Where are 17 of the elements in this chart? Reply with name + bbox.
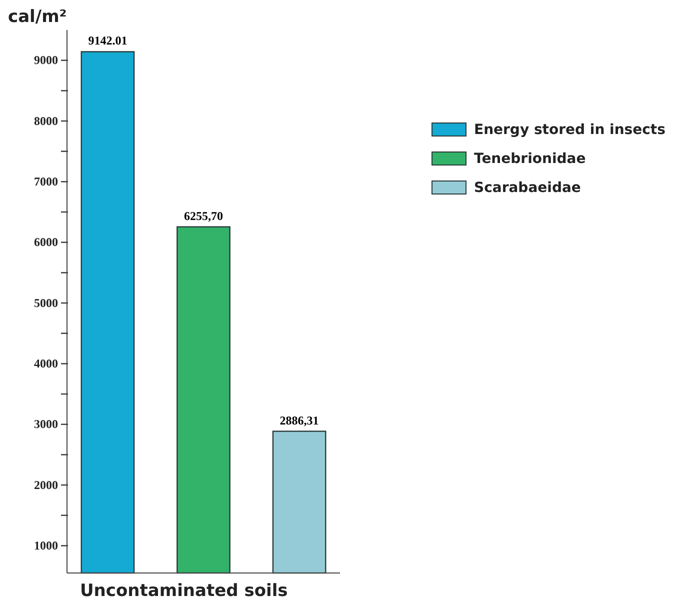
y-tick-label: 5000: [34, 296, 58, 310]
y-tick-label: 1000: [34, 538, 58, 553]
y-tick-label: 4000: [34, 356, 58, 371]
y-axis-title: cal/m²: [8, 7, 67, 27]
legend-label: Tenebrionidae: [474, 151, 586, 167]
y-tick-label: 2000: [34, 478, 58, 492]
y-tick-label: 9000: [34, 53, 58, 68]
legend-label: Energy stored in insects: [474, 122, 666, 138]
data-label: 2886,31: [280, 413, 319, 428]
y-tick-label: 3000: [34, 417, 58, 432]
y-tick-label: 8000: [34, 114, 58, 128]
x-axis-title: Uncontaminated soils: [80, 581, 288, 601]
legend-label: Scarabaeidae: [474, 180, 581, 196]
data-label: 9142.01: [88, 34, 128, 48]
y-tick-label: 6000: [34, 235, 58, 250]
data-label: 6255,70: [184, 208, 223, 223]
y-tick-label: 7000: [34, 174, 58, 189]
